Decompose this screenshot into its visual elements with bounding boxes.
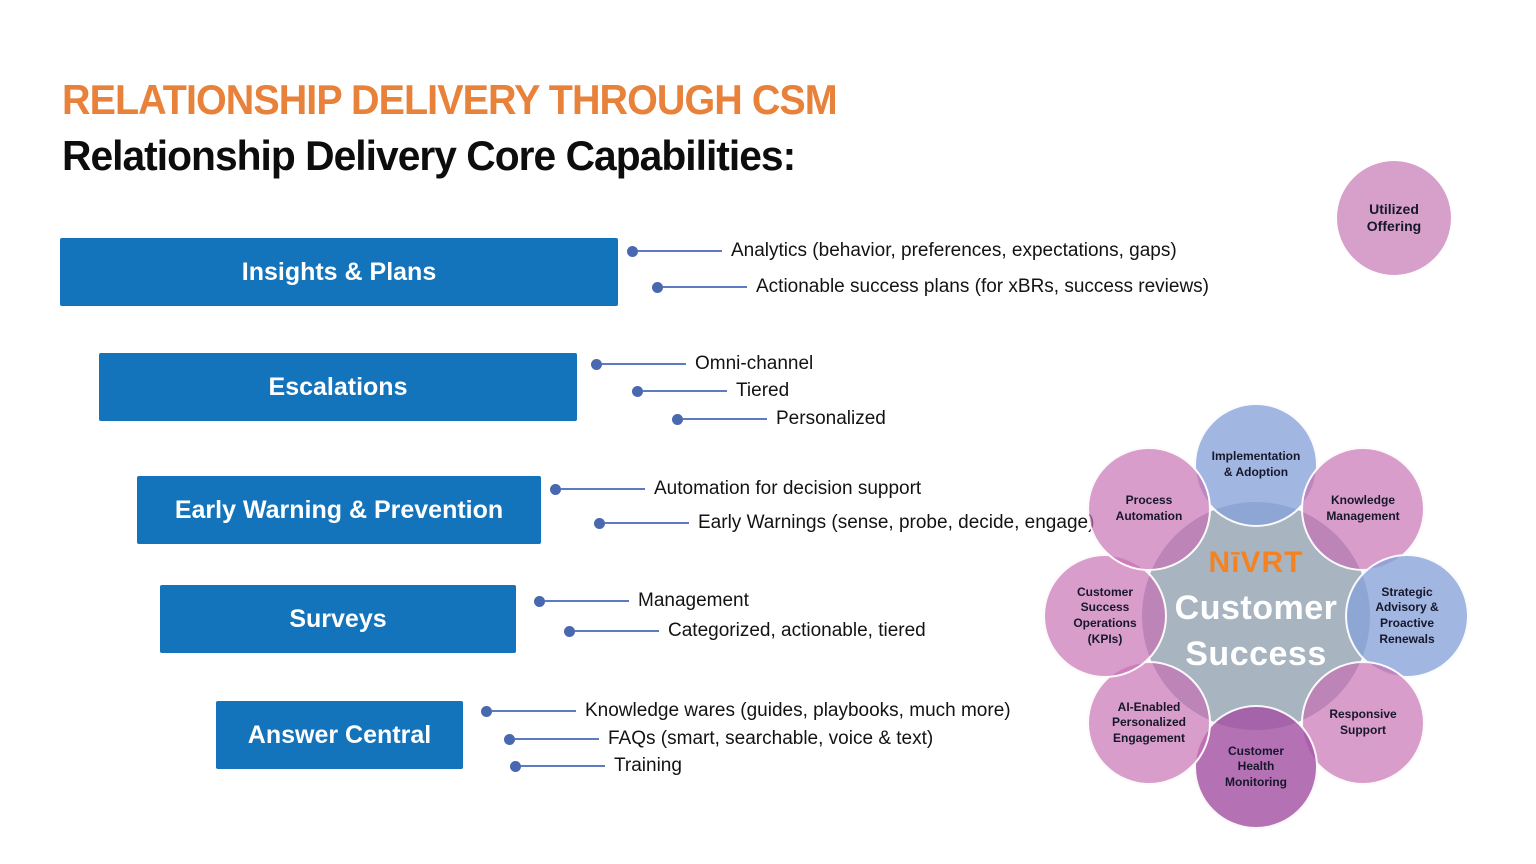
page-subtitle: Relationship Delivery Core Capabilities: bbox=[62, 132, 796, 179]
hub-title-line1: Customer bbox=[1174, 589, 1338, 627]
bullet-dot-icon bbox=[591, 358, 602, 370]
bullet-dot-icon bbox=[504, 733, 515, 745]
capability-box-early-warning: Early Warning & Prevention bbox=[137, 476, 541, 544]
capability-label: Surveys bbox=[289, 604, 387, 633]
bullet-text: Omni-channel bbox=[695, 353, 814, 374]
page-title: RELATIONSHIP DELIVERY THROUGH CSM bbox=[62, 76, 838, 123]
customer-success-hub-diagram: Implementation & Adoption Knowledge Mana… bbox=[1036, 396, 1476, 836]
bullet-dot-icon bbox=[652, 281, 663, 293]
bullet-dot-icon bbox=[672, 413, 683, 425]
bullet-connector-line bbox=[683, 418, 767, 420]
bullet-text: Early Warnings (sense, probe, decide, en… bbox=[698, 512, 1095, 533]
petal-cs-operations-kpis: Customer Success Operations (KPIs) bbox=[1043, 554, 1167, 678]
petal-label: Customer Success Operations (KPIs) bbox=[1073, 584, 1137, 646]
bullet-text: Categorized, actionable, tiered bbox=[668, 620, 926, 641]
bullet-dot-icon bbox=[510, 760, 521, 772]
petal-label: AI-Enabled Personalized Engagement bbox=[1111, 699, 1187, 745]
bullet-connector-line bbox=[643, 390, 727, 392]
utilized-offering-circle: Utilized Offering bbox=[1337, 161, 1451, 275]
bullet-row: Analytics (behavior, preferences, expect… bbox=[627, 240, 1177, 261]
nivrt-brand-logo: NīVRT bbox=[1208, 546, 1304, 579]
capability-box-insights-plans: Insights & Plans bbox=[60, 238, 618, 306]
petal-label: Process Automation bbox=[1115, 493, 1183, 523]
bullet-connector-line bbox=[561, 488, 645, 490]
capability-box-surveys: Surveys bbox=[160, 585, 516, 653]
petal-label: Knowledge Management bbox=[1326, 493, 1400, 523]
petal-process-automation: Process Automation bbox=[1087, 447, 1211, 571]
bullet-text: Knowledge wares (guides, playbooks, much… bbox=[585, 700, 1011, 721]
bullet-text: Management bbox=[638, 590, 749, 611]
bullet-dot-icon bbox=[627, 245, 638, 257]
hub-title-line2: Success bbox=[1185, 634, 1327, 673]
bullet-connector-line bbox=[638, 250, 722, 252]
bullet-dot-icon bbox=[632, 385, 643, 397]
petal-ai-enabled-engagement: AI-Enabled Personalized Engagement bbox=[1087, 661, 1211, 785]
bullet-text: FAQs (smart, searchable, voice & text) bbox=[608, 728, 934, 749]
capability-label: Early Warning & Prevention bbox=[174, 495, 504, 524]
bullet-text: Analytics (behavior, preferences, expect… bbox=[731, 240, 1177, 261]
bullet-text: Personalized bbox=[776, 408, 886, 429]
petal-customer-health-monitoring: Customer Health Monitoring bbox=[1194, 705, 1318, 829]
bullet-row: Knowledge wares (guides, playbooks, much… bbox=[481, 700, 1011, 721]
capability-box-answer-central: Answer Central bbox=[216, 701, 463, 769]
bullet-text: Automation for decision support bbox=[654, 478, 922, 499]
bullet-connector-line bbox=[515, 738, 599, 740]
petal-label: Implementation & Adoption bbox=[1211, 449, 1301, 479]
bullet-connector-line bbox=[521, 765, 605, 767]
bullet-dot-icon bbox=[481, 705, 492, 717]
bullet-row: Omni-channel bbox=[591, 353, 814, 374]
petal-label: Customer Health Monitoring bbox=[1225, 743, 1287, 789]
bullet-row: Actionable success plans (for xBRs, succ… bbox=[652, 276, 1209, 297]
bullet-connector-line bbox=[575, 630, 659, 632]
bullet-row: Categorized, actionable, tiered bbox=[564, 620, 926, 641]
bullet-connector-line bbox=[602, 363, 686, 365]
bullet-dot-icon bbox=[564, 625, 575, 637]
petal-responsive-support: Responsive Support bbox=[1301, 661, 1425, 785]
bullet-dot-icon bbox=[594, 517, 605, 529]
bullet-text: Actionable success plans (for xBRs, succ… bbox=[756, 276, 1209, 297]
bullet-row: Early Warnings (sense, probe, decide, en… bbox=[594, 512, 1095, 533]
bullet-connector-line bbox=[605, 522, 689, 524]
bullet-text: Tiered bbox=[736, 380, 790, 401]
capability-label: Insights & Plans bbox=[241, 257, 437, 286]
hub-center-label: NīVRT Customer Success bbox=[1146, 546, 1366, 678]
bullet-row: FAQs (smart, searchable, voice & text) bbox=[504, 728, 934, 749]
petal-strategic-advisory: Strategic Advisory & Proactive Renewals bbox=[1345, 554, 1469, 678]
bullet-row: Personalized bbox=[672, 408, 886, 429]
bullet-dot-icon bbox=[534, 595, 545, 607]
bullet-connector-line bbox=[663, 286, 747, 288]
utilized-offering-label: Utilized Offering bbox=[1366, 200, 1422, 235]
bullet-text: Training bbox=[614, 755, 682, 776]
petal-label: Responsive Support bbox=[1329, 707, 1397, 737]
bullet-dot-icon bbox=[550, 483, 561, 495]
capability-box-escalations: Escalations bbox=[99, 353, 577, 421]
bullet-row: Training bbox=[510, 755, 682, 776]
petal-label: Strategic Advisory & Proactive Renewals bbox=[1375, 584, 1439, 646]
bullet-connector-line bbox=[545, 600, 629, 602]
petal-knowledge-management: Knowledge Management bbox=[1301, 447, 1425, 571]
bullet-row: Automation for decision support bbox=[550, 478, 922, 499]
bullet-row: Management bbox=[534, 590, 749, 611]
capability-label: Escalations bbox=[268, 372, 408, 401]
bullet-connector-line bbox=[492, 710, 576, 712]
capability-label: Answer Central bbox=[247, 720, 432, 749]
petal-implementation-adoption: Implementation & Adoption bbox=[1194, 403, 1318, 527]
bullet-row: Tiered bbox=[632, 380, 790, 401]
